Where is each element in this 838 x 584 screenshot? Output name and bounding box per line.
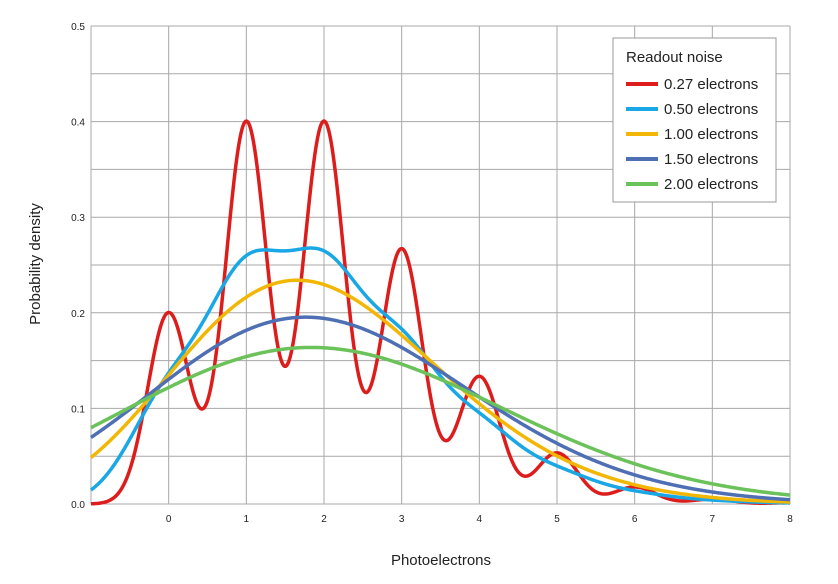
- x-tick-labels: 0 1 2 3 4 5 6 7 8: [166, 514, 793, 525]
- x-tick-label: 6: [632, 514, 638, 525]
- legend: Readout noise 0.27 electrons 0.50 electro…: [612, 37, 777, 203]
- y-tick-labels: 0.0 0.1 0.2 0.3 0.4 0.5: [71, 22, 85, 511]
- y-tick-label: 0.5: [71, 22, 85, 33]
- series-line: [90, 315, 791, 502]
- x-tick-label: 5: [554, 514, 560, 525]
- x-tick-label: 2: [321, 514, 327, 525]
- y-tick-label: 0.0: [71, 500, 85, 511]
- series-line: [90, 345, 791, 497]
- x-tick-label: 4: [477, 514, 483, 525]
- x-tick-label: 1: [244, 514, 250, 525]
- x-tick-label: 8: [787, 514, 793, 525]
- legend-box: [612, 37, 777, 203]
- legend-label: 0.27 electrons: [664, 76, 758, 93]
- legend-label: 1.50 electrons: [664, 151, 758, 168]
- y-tick-label: 0.2: [71, 309, 85, 320]
- y-tick-label: 0.4: [71, 118, 85, 129]
- series-line: [89, 246, 791, 505]
- series-lines: [89, 119, 791, 506]
- series-line: [90, 119, 791, 506]
- legend-label: 0.50 electrons: [664, 101, 758, 118]
- x-axis-title: Photoelectrons: [391, 552, 491, 569]
- legend-items: 0.27 electrons 0.50 electrons 1.00 electro…: [626, 76, 758, 193]
- y-axis-title: Probability density: [27, 203, 44, 325]
- x-tick-label: 0: [166, 514, 172, 525]
- y-tick-label: 0.1: [71, 404, 85, 415]
- x-tick-label: 3: [399, 514, 405, 525]
- legend-label: 2.00 electrons: [664, 176, 758, 193]
- legend-title: Readout noise: [626, 49, 723, 66]
- x-tick-label: 7: [710, 514, 716, 525]
- y-tick-label: 0.3: [71, 213, 85, 224]
- legend-label: 1.00 electrons: [664, 126, 758, 143]
